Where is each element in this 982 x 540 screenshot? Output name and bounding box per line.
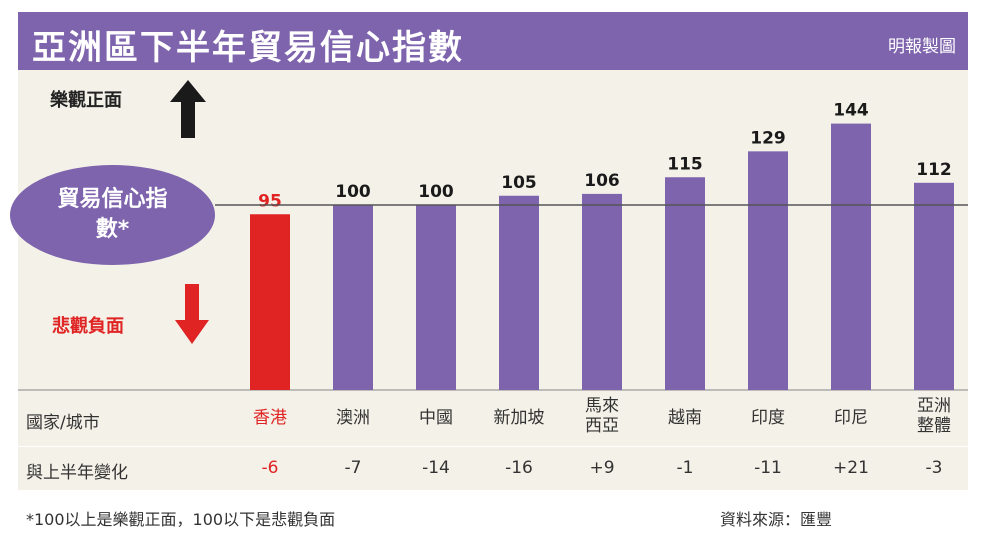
change-value-1: -7 — [344, 458, 362, 478]
category-label-5: 越南 — [668, 408, 702, 428]
value-label-5: 115 — [667, 154, 703, 174]
row-label-country: 國家/城市 — [26, 413, 100, 433]
value-label-8: 112 — [916, 160, 952, 180]
bar-8 — [914, 182, 954, 390]
source-tag: 明報製圖 — [888, 37, 956, 57]
index-label-ellipse: 貿易信心指數* — [10, 165, 215, 265]
change-value-2: -14 — [422, 458, 450, 478]
category-label-6: 印度 — [751, 408, 785, 428]
change-value-0: -6 — [261, 458, 279, 478]
category-label-4: 馬來 西亞 — [585, 396, 619, 437]
value-label-6: 129 — [750, 128, 786, 148]
category-label-0: 香港 — [253, 408, 287, 428]
bar-2 — [416, 205, 456, 390]
category-label-2: 中國 — [419, 408, 453, 428]
header-banner: 亞洲區下半年貿易信心指數 明報製圖 — [18, 12, 968, 70]
value-label-3: 105 — [501, 173, 537, 193]
up-arrow-icon — [170, 80, 206, 138]
negative-annotation: 悲觀負面 — [52, 316, 124, 337]
change-value-7: +21 — [833, 458, 869, 478]
change-value-3: -16 — [505, 458, 533, 478]
bar-1 — [333, 205, 373, 390]
bar-3 — [499, 195, 539, 390]
data-source: 資料來源：匯豐 — [720, 510, 833, 529]
category-label-7: 印尼 — [834, 408, 868, 428]
row-label-change: 與上半年變化 — [26, 463, 128, 483]
category-label-1: 澳洲 — [336, 408, 370, 428]
bar-4 — [582, 193, 622, 390]
category-label-3: 新加坡 — [493, 408, 545, 428]
value-label-7: 144 — [833, 101, 869, 121]
category-label-8: 亞洲 整體 — [917, 396, 951, 437]
down-arrow-icon — [175, 284, 209, 344]
bar-6 — [748, 151, 788, 390]
bar-5 — [665, 177, 705, 390]
value-label-2: 100 — [418, 182, 454, 202]
positive-annotation: 樂觀正面 — [50, 90, 122, 111]
change-value-5: -1 — [676, 458, 694, 478]
value-label-1: 100 — [335, 182, 371, 202]
change-value-4: +9 — [589, 458, 615, 478]
chart-title: 亞洲區下半年貿易信心指數 — [32, 28, 464, 68]
bar-0 — [250, 214, 290, 390]
row-separator — [18, 446, 968, 447]
footnote: *100以上是樂觀正面，100以下是悲觀負面 — [26, 510, 336, 529]
change-value-6: -11 — [754, 458, 782, 478]
chart-panel — [18, 70, 968, 490]
bar-7 — [831, 123, 871, 390]
index-label-text: 貿易信心指數* — [48, 185, 178, 244]
index-label: 貿易信心指數* — [57, 187, 168, 242]
value-label-4: 106 — [584, 171, 620, 191]
value-label-0: 95 — [258, 191, 282, 211]
change-value-8: -3 — [925, 458, 943, 478]
